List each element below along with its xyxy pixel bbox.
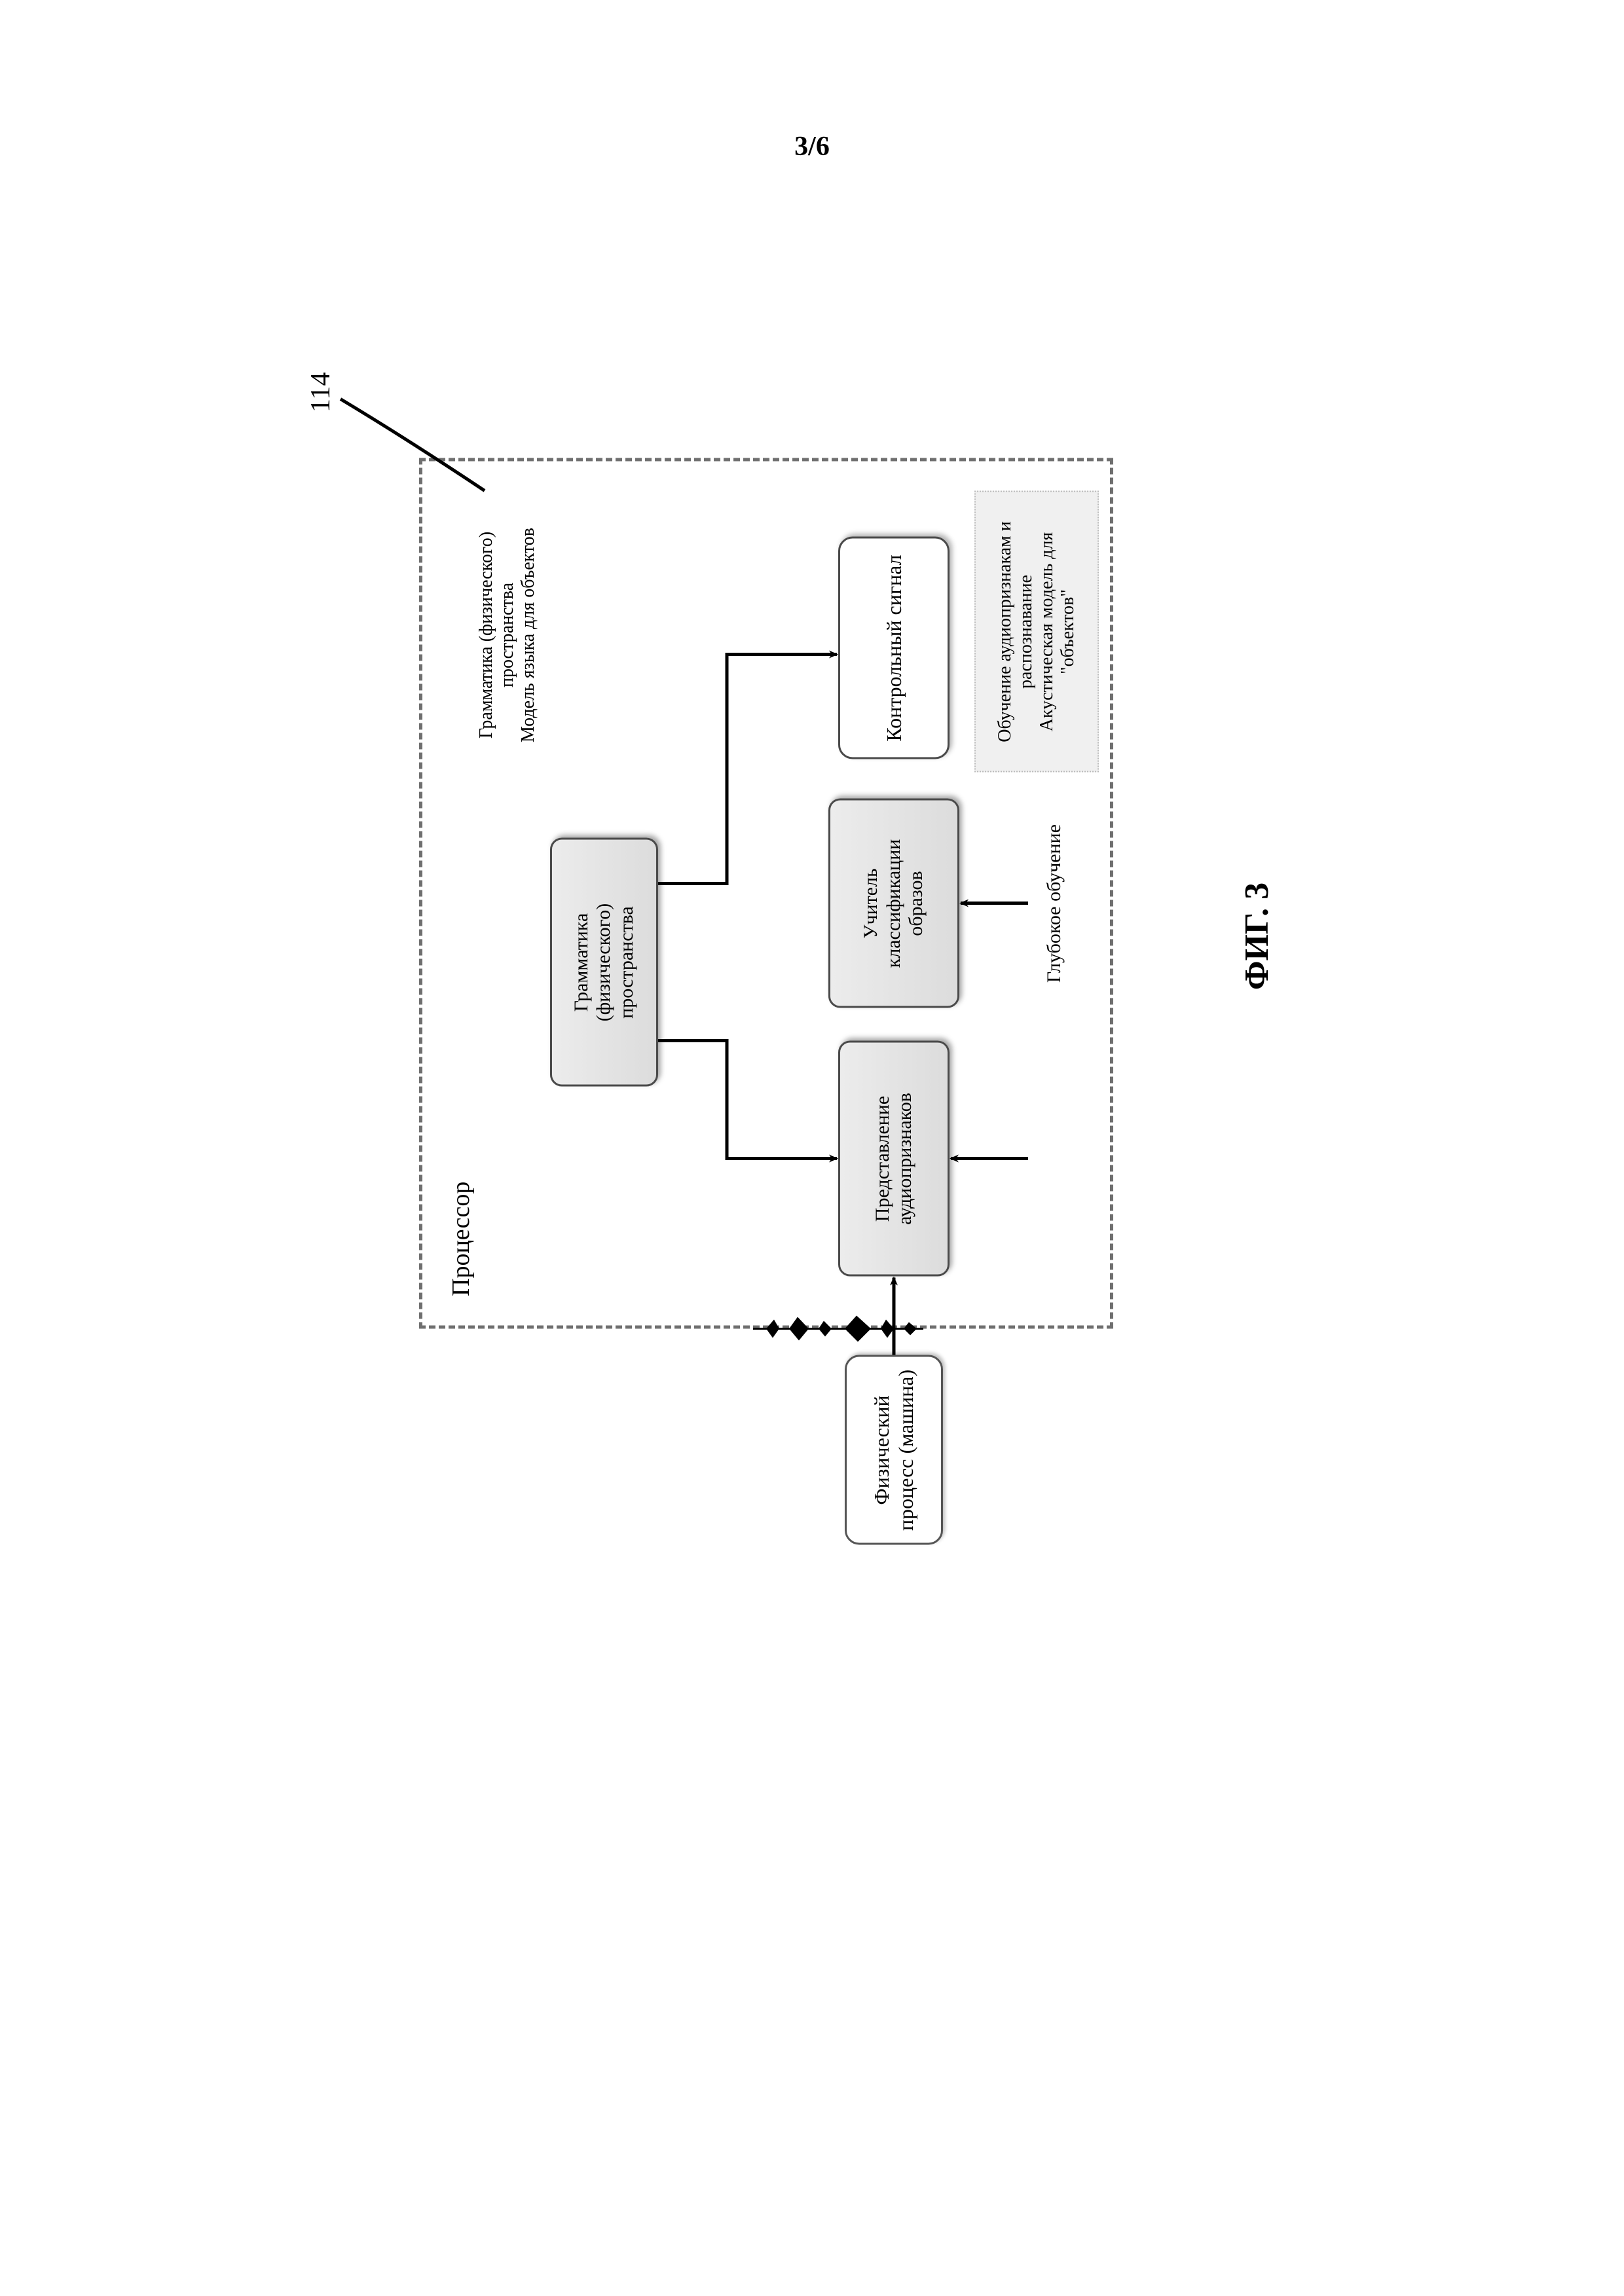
ref-pointer-arc xyxy=(341,399,485,491)
figure-area: 114 Процессор Физический процесс (машина… xyxy=(205,365,1475,1508)
diagram-canvas: 114 Процессор Физический процесс (машина… xyxy=(268,301,1411,1571)
edge-grammar-features xyxy=(658,1041,837,1159)
edges-svg xyxy=(268,301,1411,1571)
page-number: 3/6 xyxy=(0,131,1624,162)
waveform-icon xyxy=(753,1316,923,1342)
edge-grammar-control xyxy=(658,655,837,884)
